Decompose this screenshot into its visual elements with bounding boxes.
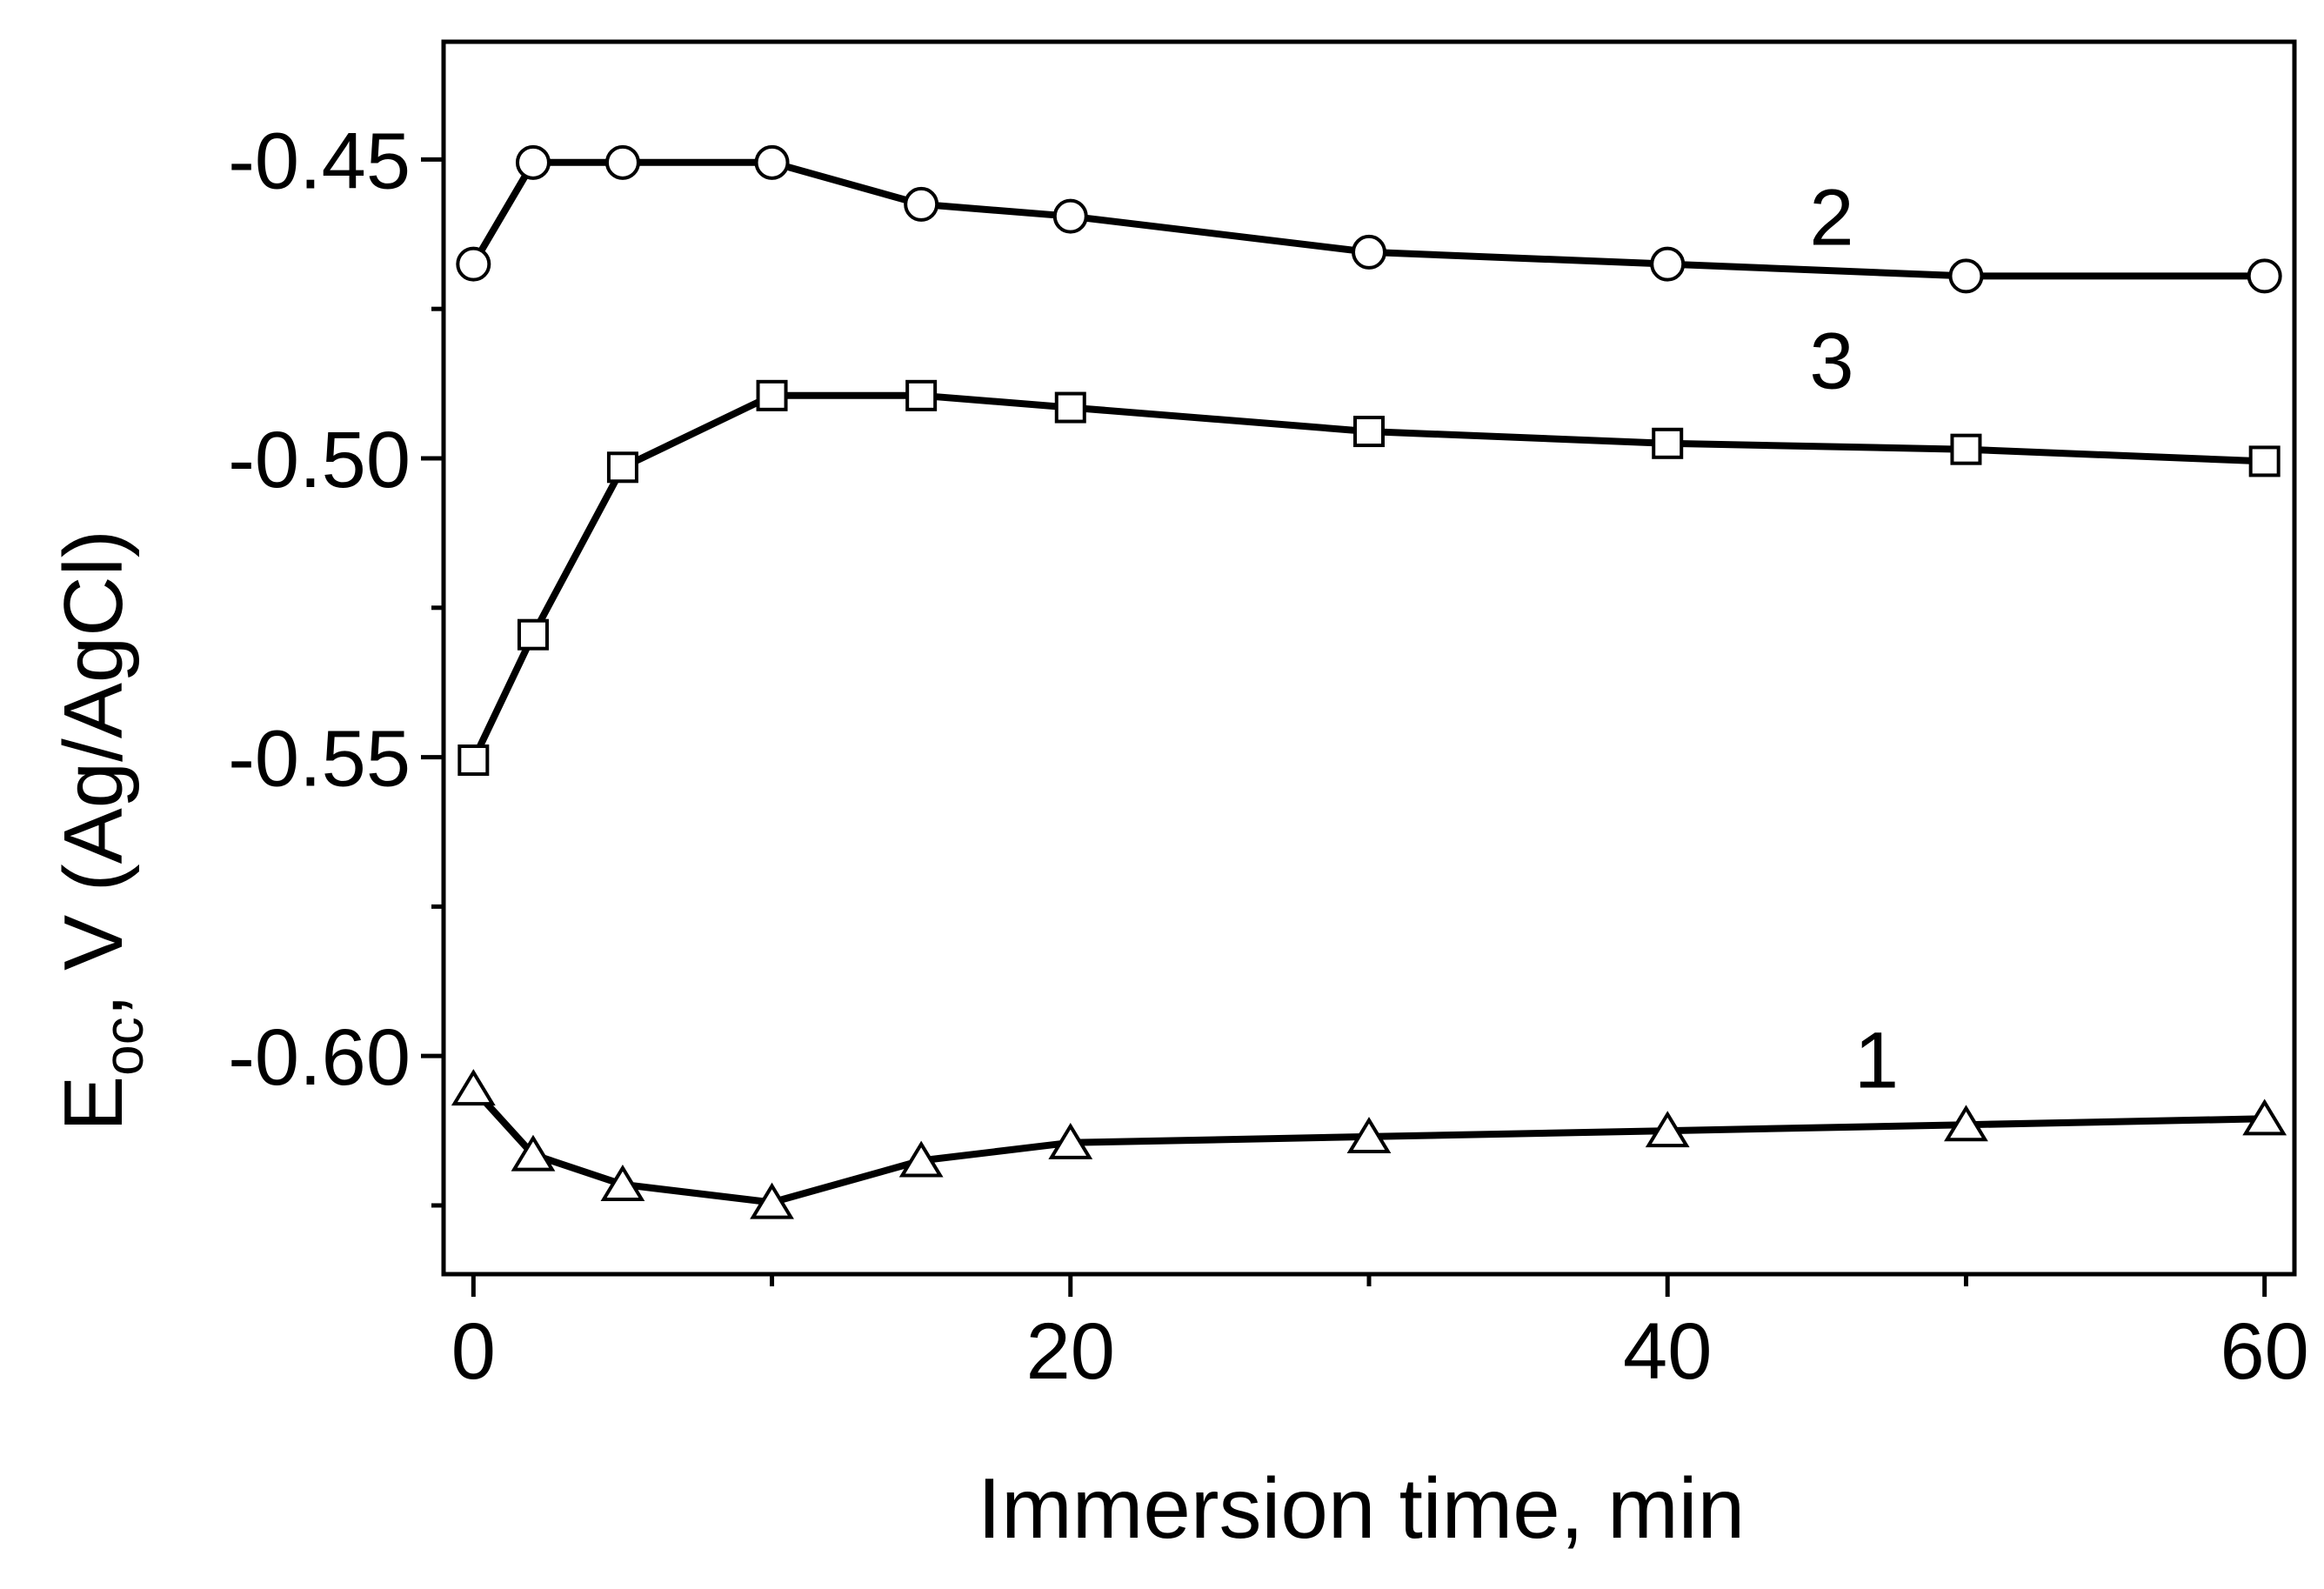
x-tick-label-0: 0 [451,1307,496,1396]
series-layer [451,144,2287,1219]
series-label-3: 3 [1809,317,1853,406]
data-point-series-2-5 [1052,198,1088,234]
data-point-series-1-3 [750,1182,794,1219]
y-tick-label--0.55: -0.55 [228,715,411,804]
x-tick-label-60: 60 [2220,1307,2309,1396]
axes: 0 20 40 60 -0.45 -0.50 -0.55 -0.60 [228,39,2309,1396]
data-point-series-3-0 [457,744,490,777]
y-axis-title-main: E [47,1076,140,1132]
series-label-2: 2 [1809,174,1853,263]
data-point-series-1-8 [1944,1105,1988,1142]
data-point-series-2-8 [1948,258,1984,294]
data-point-series-2-6 [1352,234,1386,270]
data-point-series-2-2 [604,144,640,180]
y-tick-label--0.50: -0.50 [228,416,411,504]
y-tick-label--0.45: -0.45 [228,117,411,205]
data-point-series-2-0 [456,246,491,282]
data-point-series-2-4 [904,186,939,222]
data-point-series-3-9 [2248,445,2281,477]
data-point-series-1-4 [898,1140,944,1178]
data-point-series-3-5 [1054,391,1086,424]
series-line-1 [471,1086,2265,1206]
data-point-series-3-7 [1652,427,1684,459]
data-point-series-1-1 [511,1134,556,1172]
data-point-series-3-4 [905,379,938,411]
series-label-1: 1 [1854,1017,1899,1105]
data-point-series-3-8 [1950,433,1982,465]
label-layer: 1 2 3 [1809,174,1899,1105]
data-point-series-1-2 [600,1165,645,1202]
data-point-series-1-5 [1048,1122,1093,1159]
data-point-series-3-6 [1353,416,1385,448]
data-point-series-2-3 [754,144,790,180]
data-point-series-2-9 [2247,258,2282,294]
y-axis-title-sub: oc [92,1017,155,1076]
y-tick-label--0.60: -0.60 [228,1013,411,1102]
x-axis-title: Immersion time, min [978,1460,1745,1556]
data-point-series-2-1 [515,144,551,180]
data-point-series-1-0 [451,1069,496,1106]
data-point-series-1-7 [1645,1111,1690,1148]
data-point-series-1-9 [2242,1098,2287,1136]
x-tick-label-20: 20 [1026,1307,1115,1396]
x-tick-label-40: 40 [1623,1307,1712,1396]
data-point-series-2-7 [1650,246,1686,282]
data-point-series-3-1 [517,618,549,651]
data-point-series-3-3 [756,379,788,411]
series-line-3 [470,391,2265,762]
data-point-series-3-2 [606,451,638,484]
series-line-2 [470,158,2265,280]
data-point-series-1-6 [1346,1117,1392,1154]
y-axis-title: Eoc, V (Ag/AgCl) [47,530,155,1132]
y-axis-title-rest: , V (Ag/AgCl) [47,530,140,1017]
